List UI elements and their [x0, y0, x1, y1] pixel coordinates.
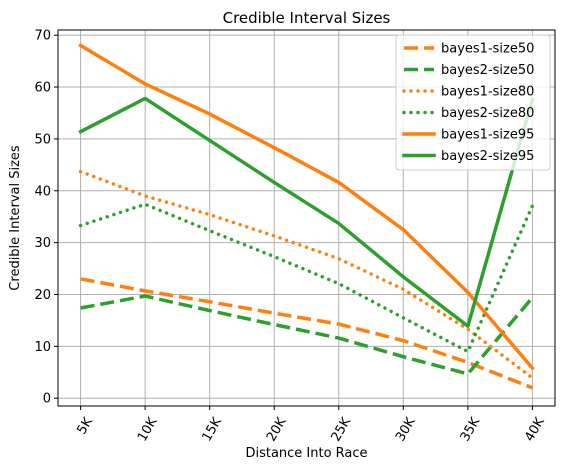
series-line-bayes1-size50 [80, 277, 534, 390]
y-tick-label: 60 [34, 81, 51, 96]
series-line-bayes2-size50 [80, 294, 534, 376]
y-tick-label: 70 [34, 29, 51, 44]
chart-title: Credible Interval Sizes [223, 9, 391, 27]
y-tick-label: 40 [34, 184, 51, 199]
series-line-bayes1-size95 [78, 43, 535, 371]
y-tick-label: 0 [43, 392, 51, 407]
legend-label-bayes2-size50: bayes2-size50 [441, 63, 534, 78]
series-lines [78, 43, 535, 390]
legend-label-bayes1-size95: bayes1-size95 [441, 128, 534, 143]
x-axis-label: Distance Into Race [245, 446, 367, 461]
y-tick-label: 50 [34, 132, 51, 147]
legend-box [395, 34, 551, 171]
x-tick-label: 5K [75, 415, 97, 437]
y-tick-label: 30 [34, 236, 51, 251]
legend-label-bayes2-size95: bayes2-size95 [441, 149, 534, 164]
legend: bayes1-size50 bayes2-size50 bayes1-size80 b… [395, 34, 551, 171]
y-axis-label: Credible Interval Sizes [8, 145, 23, 291]
y-tick-label: 10 [34, 340, 51, 355]
y-tick-label: 20 [34, 288, 51, 303]
plot-area-frame [57, 29, 556, 407]
series-line-bayes1-size80 [78, 169, 535, 380]
legend-label-bayes1-size80: bayes1-size80 [441, 85, 534, 100]
series-line-bayes2-size95 [78, 96, 535, 328]
legend-label-bayes1-size50: bayes1-size50 [441, 42, 534, 57]
legend-label-bayes2-size80: bayes2-size80 [441, 106, 534, 121]
